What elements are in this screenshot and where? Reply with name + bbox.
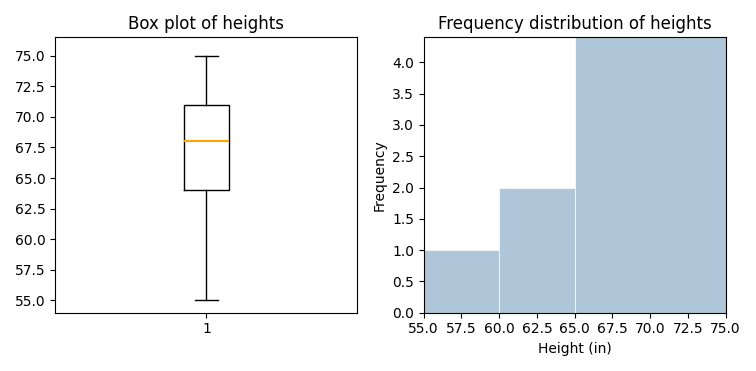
- Bar: [575, 0, 726, 313]
- Y-axis label: Frequency: Frequency: [373, 139, 386, 211]
- Bar: [423, 250, 499, 313]
- X-axis label: Height (in): Height (in): [538, 342, 612, 356]
- Title: Box plot of heights: Box plot of heights: [129, 15, 284, 33]
- Title: Frequency distribution of heights: Frequency distribution of heights: [438, 15, 711, 33]
- Bar: [499, 188, 575, 313]
